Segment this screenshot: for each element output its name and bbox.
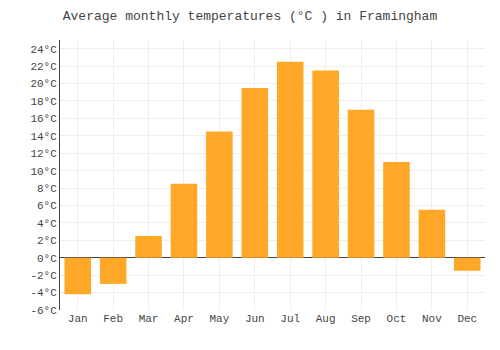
svg-text:Feb: Feb <box>103 313 123 325</box>
svg-text:-2°C: -2°C <box>30 270 57 282</box>
svg-text:8°C: 8°C <box>37 183 57 195</box>
svg-text:May: May <box>209 313 229 325</box>
svg-text:Dec: Dec <box>457 313 477 325</box>
svg-text:Jul: Jul <box>280 313 300 325</box>
svg-text:16°C: 16°C <box>30 113 57 125</box>
svg-text:Sep: Sep <box>351 313 371 325</box>
svg-text:Average monthly temperatures (: Average monthly temperatures (°C ) in Fr… <box>63 9 438 24</box>
svg-text:0°C: 0°C <box>37 253 57 265</box>
svg-text:22°C: 22°C <box>30 61 57 73</box>
svg-text:24°C: 24°C <box>30 44 57 56</box>
svg-text:10°C: 10°C <box>30 166 57 178</box>
svg-text:12°C: 12°C <box>30 148 57 160</box>
svg-text:-6°C: -6°C <box>30 305 57 317</box>
svg-text:18°C: 18°C <box>30 96 57 108</box>
svg-text:-4°C: -4°C <box>30 287 57 299</box>
svg-text:4°C: 4°C <box>37 218 57 230</box>
svg-text:20°C: 20°C <box>30 78 57 90</box>
svg-text:14°C: 14°C <box>30 131 57 143</box>
svg-text:Nov: Nov <box>422 313 442 325</box>
svg-text:Mar: Mar <box>139 313 159 325</box>
svg-text:2°C: 2°C <box>37 235 57 247</box>
svg-text:Aug: Aug <box>316 313 336 325</box>
svg-text:Jan: Jan <box>68 313 88 325</box>
svg-text:Jun: Jun <box>245 313 265 325</box>
svg-text:Oct: Oct <box>387 313 407 325</box>
svg-text:6°C: 6°C <box>37 200 57 212</box>
svg-text:Apr: Apr <box>174 313 194 325</box>
